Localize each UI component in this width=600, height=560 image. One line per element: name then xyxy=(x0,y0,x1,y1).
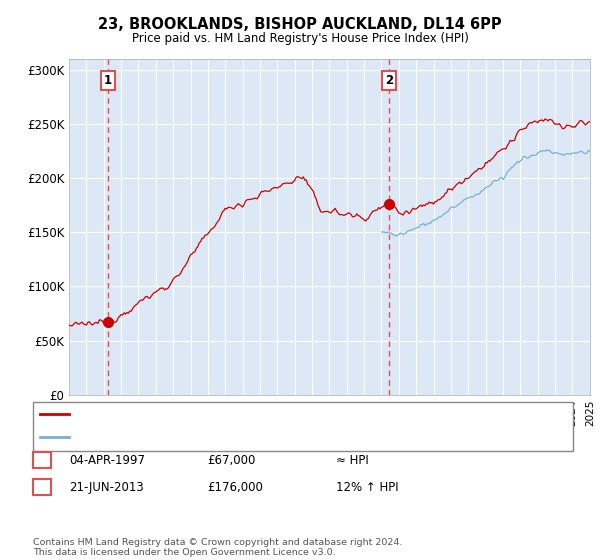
Text: 1: 1 xyxy=(38,454,46,467)
Text: 2: 2 xyxy=(385,74,394,87)
Text: 23, BROOKLANDS, BISHOP AUCKLAND, DL14 6PP: 23, BROOKLANDS, BISHOP AUCKLAND, DL14 6P… xyxy=(98,17,502,32)
Text: ≈ HPI: ≈ HPI xyxy=(336,454,369,467)
Text: 2: 2 xyxy=(38,480,46,494)
Text: £67,000: £67,000 xyxy=(207,454,256,467)
Text: Contains HM Land Registry data © Crown copyright and database right 2024.
This d: Contains HM Land Registry data © Crown c… xyxy=(33,538,403,557)
Text: HPI: Average price, detached house, County Durham: HPI: Average price, detached house, Coun… xyxy=(74,432,362,442)
Text: 23, BROOKLANDS, BISHOP AUCKLAND, DL14 6PP (detached house): 23, BROOKLANDS, BISHOP AUCKLAND, DL14 6P… xyxy=(74,409,442,419)
Text: 04-APR-1997: 04-APR-1997 xyxy=(69,454,145,467)
Text: 12% ↑ HPI: 12% ↑ HPI xyxy=(336,480,398,494)
Text: 21-JUN-2013: 21-JUN-2013 xyxy=(69,480,144,494)
Text: Price paid vs. HM Land Registry's House Price Index (HPI): Price paid vs. HM Land Registry's House … xyxy=(131,32,469,45)
Text: 1: 1 xyxy=(104,74,112,87)
Text: £176,000: £176,000 xyxy=(207,480,263,494)
